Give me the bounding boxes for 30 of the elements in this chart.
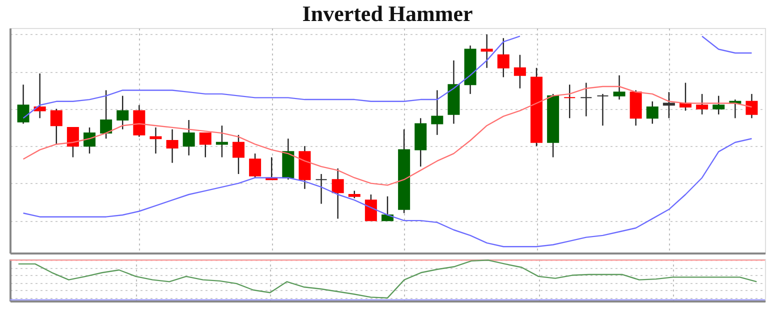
candlestick — [332, 168, 344, 220]
candlestick — [712, 95, 725, 116]
candlestick — [216, 125, 228, 158]
candlestick — [150, 126, 162, 154]
candlestick — [662, 91, 675, 119]
candlestick — [646, 100, 658, 124]
candlestick — [100, 90, 112, 140]
candlestick — [166, 128, 178, 164]
candlestick — [564, 84, 576, 119]
candlestick — [696, 93, 708, 116]
candlestick — [580, 82, 592, 117]
candlestick — [199, 132, 212, 158]
candlestick — [364, 194, 377, 222]
candlestick — [17, 84, 30, 124]
candlestick — [746, 93, 758, 119]
candlestick — [232, 134, 244, 175]
candlestick — [50, 108, 62, 145]
candlestick — [431, 90, 444, 136]
candlestick — [66, 126, 79, 158]
candlestick — [315, 173, 328, 204]
candlestick — [182, 119, 195, 156]
candlestick — [480, 34, 493, 68]
candlestick — [596, 93, 609, 126]
candlestick — [613, 74, 626, 100]
candlestick — [497, 37, 510, 78]
candlestick — [84, 126, 96, 154]
candlestick — [249, 152, 262, 178]
candlestick — [116, 95, 129, 130]
candlestick — [514, 54, 526, 89]
chart-title: Inverted Hammer — [302, 1, 473, 26]
